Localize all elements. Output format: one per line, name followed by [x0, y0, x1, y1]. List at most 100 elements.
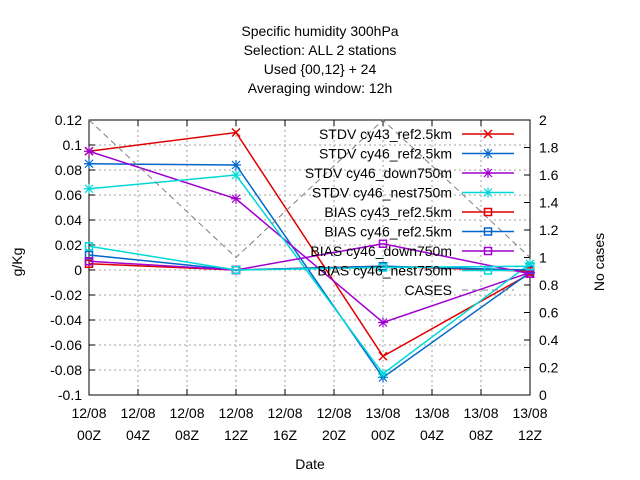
y2-tick-label: 1.4	[539, 195, 559, 211]
series-lines	[84, 119, 535, 383]
legend-label: BIAS cy46_down750m	[310, 243, 452, 259]
x-tick-label: 12/08	[71, 405, 106, 421]
chart-title-line: Selection: ALL 2 stations	[244, 42, 397, 58]
data-point	[378, 351, 388, 361]
data-point	[378, 239, 388, 248]
y2-tick-label: 1.2	[539, 222, 559, 238]
series-line	[88, 131, 531, 358]
legend: STDV cy43_ref2.5km STDV cy46_ref2.5km STDV…	[305, 126, 514, 298]
legend-entry: BIAS cy43_ref2.5km	[324, 204, 514, 220]
legend-label: STDV cy46_down750m	[305, 165, 452, 181]
legend-marker	[483, 227, 493, 236]
x-tick-label: 12Z	[518, 427, 543, 443]
legend-label: BIAS cy46_ref2.5km	[324, 224, 452, 240]
series-7	[84, 242, 535, 275]
data-point	[84, 146, 94, 157]
y-tick-label: -0.04	[50, 312, 82, 328]
y-tick-label: -0.06	[50, 337, 82, 353]
data-point	[231, 127, 241, 138]
legend-entry: STDV cy46_nest750m	[312, 185, 514, 201]
x-tick-label: 12/08	[218, 405, 253, 421]
series-line	[88, 150, 531, 324]
x-tick-label: 12Z	[224, 427, 249, 443]
chart-title-line: Specific humidity 300hPa	[241, 23, 398, 39]
x-tick-label: 00Z	[371, 427, 396, 443]
x-tick-label: 16Z	[273, 427, 298, 443]
legend-entry: BIAS cy46_down750m	[310, 243, 514, 259]
x-tick-label: 12/08	[120, 405, 155, 421]
legend-label: STDV cy43_ref2.5km	[319, 126, 452, 142]
legend-marker	[483, 266, 493, 275]
data-point	[378, 368, 388, 379]
legend-entry: STDV cy43_ref2.5km	[319, 126, 514, 142]
y-tick-label: 0	[74, 262, 82, 278]
y2-tick-label: 1.8	[539, 140, 559, 156]
legend-marker	[483, 168, 493, 178]
legend-marker	[483, 129, 493, 139]
legend-marker	[483, 246, 493, 256]
data-point	[84, 257, 94, 266]
x-tick-label: 00Z	[77, 427, 102, 443]
x-tick-label: 08Z	[175, 427, 200, 443]
data-point	[231, 193, 241, 204]
legend-label: BIAS cy46_nest750m	[317, 263, 452, 279]
data-point	[525, 262, 535, 271]
series-3	[84, 170, 535, 379]
y2-tick-label: 1	[539, 250, 547, 266]
legend-marker	[483, 207, 493, 217]
legend-label: STDV cy46_nest750m	[312, 185, 452, 201]
series-line	[88, 119, 531, 259]
legend-entry: STDV cy46_ref2.5km	[319, 146, 514, 162]
x-tick-label: 12/08	[169, 405, 204, 421]
x-tick-label: 04Z	[420, 427, 445, 443]
y-tick-label: 0.04	[55, 212, 82, 228]
legend-label: STDV cy46_ref2.5km	[319, 146, 452, 162]
y2-tick-label: 0.2	[539, 360, 559, 376]
data-point	[525, 258, 535, 269]
y-tick-label: 0.02	[55, 237, 82, 253]
x-tick-label: 13/08	[365, 405, 400, 421]
data-point	[84, 242, 94, 251]
legend-entry: CASES	[405, 282, 514, 298]
x-tick-label: 13/08	[463, 405, 498, 421]
y-tick-label: 0.1	[63, 137, 83, 153]
y-tick-label: 0.12	[55, 112, 82, 128]
axes: -0.1 -0.08 -0.06 -0.04 -0.02 0 0.02 0.04 0.06 0.0…	[50, 112, 559, 443]
x-tick-label: 12/08	[316, 405, 351, 421]
y-tick-label: -0.02	[50, 287, 82, 303]
x-tick-label: 08Z	[469, 427, 494, 443]
series-8	[88, 119, 531, 259]
chart-title: Specific humidity 300hPa Selection: ALL 2…	[241, 23, 398, 96]
x-tick-label: 13/08	[512, 405, 547, 421]
data-point	[231, 170, 241, 180]
legend-label: CASES	[405, 282, 452, 298]
data-point	[525, 267, 535, 278]
data-point	[231, 160, 241, 170]
chart-title-line: Averaging window: 12h	[248, 80, 393, 96]
series-line	[88, 245, 531, 271]
x-tick-label: 04Z	[126, 427, 151, 443]
chart-title-line: Used {00,12} + 24	[264, 61, 377, 77]
x-axis-label: Date	[295, 456, 325, 472]
y-axis-label: g/Kg	[9, 248, 25, 277]
series-line	[88, 163, 531, 379]
y2-axis-label: No cases	[591, 233, 607, 291]
y-tick-label: -0.08	[50, 362, 82, 378]
legend-entry: BIAS cy46_ref2.5km	[324, 224, 514, 240]
y2-tick-label: 0.4	[539, 332, 559, 348]
y-tick-label: 0.06	[55, 187, 82, 203]
x-tick-label: 20Z	[322, 427, 347, 443]
y2-tick-label: 0	[539, 387, 547, 403]
data-point	[378, 317, 388, 328]
y2-tick-label: 2	[539, 112, 547, 128]
legend-marker	[483, 187, 493, 198]
y-tick-label: 0.08	[55, 162, 82, 178]
data-point	[84, 158, 94, 169]
y-tick-label: -0.1	[58, 387, 82, 403]
series-2	[84, 146, 535, 328]
y2-tick-label: 0.6	[539, 305, 559, 321]
series-line	[88, 174, 531, 375]
x-tick-label: 12/08	[267, 405, 302, 421]
data-point	[231, 265, 241, 275]
